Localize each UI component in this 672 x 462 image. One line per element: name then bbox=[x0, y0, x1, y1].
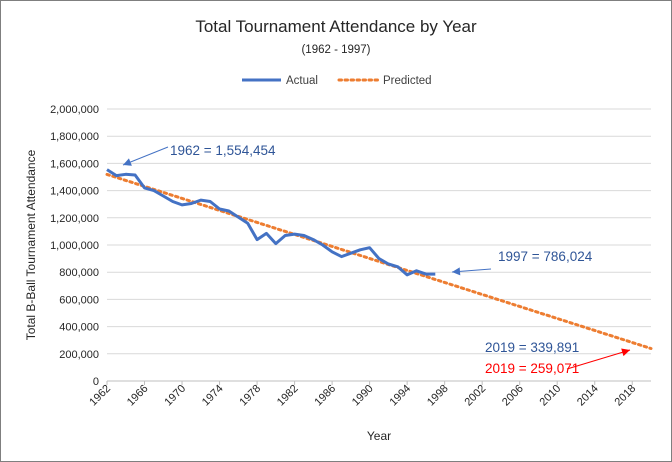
x-tick-label: 1962 bbox=[87, 383, 113, 409]
annotation-1997: 1997 = 786,024 bbox=[498, 249, 593, 264]
x-tick-labels: 1962 1966 1970 1974 1978 1982 1986 1990 1994 1998… bbox=[87, 383, 638, 409]
annotation-1997-arrowhead bbox=[452, 267, 461, 276]
x-tick-label: 2002 bbox=[462, 383, 488, 409]
x-tick-label: 2010 bbox=[538, 383, 564, 409]
x-tick-label: 1978 bbox=[237, 383, 263, 409]
series-line-actual bbox=[106, 168, 436, 277]
y-tick-label: 1,600,000 bbox=[50, 158, 99, 170]
x-tick-label: 1986 bbox=[312, 383, 338, 409]
x-tick-label: 1998 bbox=[425, 383, 451, 409]
x-tick-label: 2014 bbox=[575, 383, 601, 409]
series-line-predicted bbox=[105, 172, 653, 350]
x-tick-label: 1990 bbox=[350, 383, 376, 409]
annotation-2019-actual: 2019 = 339,891 bbox=[485, 340, 579, 355]
series-lines bbox=[105, 168, 653, 350]
annotation-1962: 1962 = 1,554,454 bbox=[170, 143, 276, 158]
x-tick-label: 2018 bbox=[613, 383, 639, 409]
annotation-1962-arrow bbox=[122, 146, 169, 166]
legend-actual-label: Actual bbox=[286, 75, 318, 87]
gridlines bbox=[106, 108, 651, 385]
y-tick-labels: 0 200,000 400,000 600,000 800,000 1,000,000 1,… bbox=[50, 104, 99, 388]
y-tick-label: 1,800,000 bbox=[50, 131, 99, 143]
x-tick-label: 1982 bbox=[275, 383, 301, 409]
y-tick-label: 800,000 bbox=[59, 267, 99, 279]
y-tick-label: 1,200,000 bbox=[50, 213, 99, 225]
y-tick-label: 1,400,000 bbox=[50, 186, 99, 198]
legend-predicted-label: Predicted bbox=[383, 75, 432, 87]
chart-subtitle: (1962 - 1997) bbox=[301, 44, 370, 56]
annotation-1962-arrowhead bbox=[123, 158, 132, 166]
x-axis-title: Year bbox=[367, 429, 391, 443]
y-tick-label: 2,000,000 bbox=[50, 104, 99, 116]
y-tick-label: 400,000 bbox=[59, 322, 99, 334]
x-tick-label: 1966 bbox=[125, 383, 151, 409]
y-axis-title: Total B-Ball Tournament Attendance bbox=[24, 149, 38, 340]
annotation-2019-arrow bbox=[566, 349, 631, 370]
x-tick-label: 1994 bbox=[387, 383, 413, 409]
chart-title: Total Tournament Attendance by Year bbox=[195, 17, 477, 36]
y-tick-label: 1,000,000 bbox=[50, 240, 99, 252]
x-tick-label: 1970 bbox=[162, 383, 188, 409]
y-tick-label: 200,000 bbox=[59, 349, 99, 361]
x-tick-label: 2006 bbox=[500, 383, 526, 409]
annotations: 1962 = 1,554,454 1997 = 786,024 2019 = 3… bbox=[122, 143, 631, 376]
annotation-2019-predicted: 2019 = 259,071 bbox=[485, 361, 579, 376]
y-tick-label: 600,000 bbox=[59, 294, 99, 306]
legend: Actual Predicted bbox=[242, 75, 432, 87]
y-tick-label: 0 bbox=[93, 376, 99, 388]
annotation-2019-arrowhead bbox=[621, 348, 630, 357]
x-tick-label: 1974 bbox=[200, 383, 226, 409]
